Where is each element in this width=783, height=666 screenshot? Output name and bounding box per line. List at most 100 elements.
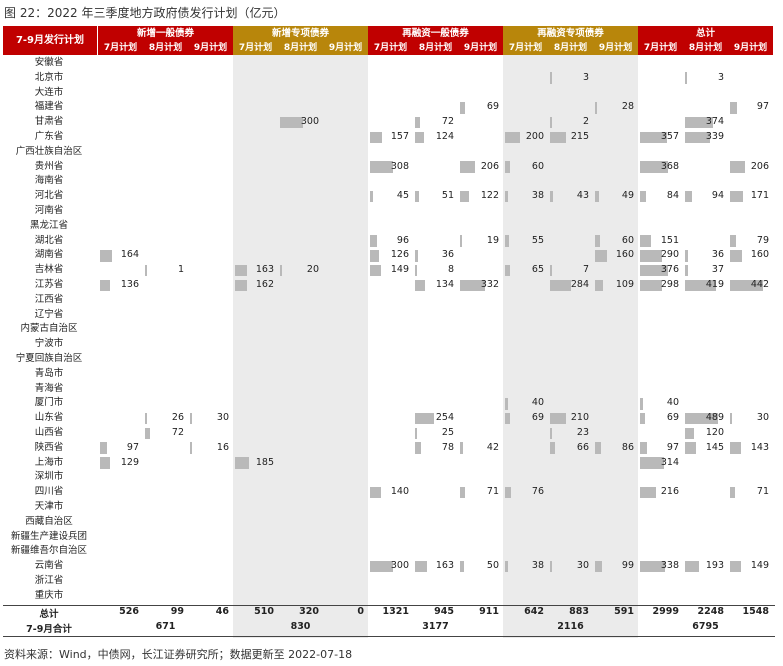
data-value: 3 xyxy=(717,71,724,83)
data-bar xyxy=(730,161,746,173)
data-bar xyxy=(640,264,669,277)
data-bar xyxy=(550,131,567,144)
province-label: 广西壮族自治区 xyxy=(15,145,83,157)
data-bar xyxy=(595,101,598,114)
province-label: 浙江省 xyxy=(34,575,64,586)
data-value: 357 xyxy=(660,131,679,142)
data-bar xyxy=(145,412,147,425)
total-value: 1548 xyxy=(742,605,769,617)
data-value: 26 xyxy=(171,412,184,424)
data-value: 122 xyxy=(480,190,499,202)
province-label: 新疆生产建设兵团 xyxy=(10,530,87,542)
data-value: 3 xyxy=(582,71,589,83)
data-value: 25 xyxy=(441,427,454,438)
data-bar xyxy=(370,249,380,262)
data-value: 65 xyxy=(531,264,544,276)
total-value: 46 xyxy=(215,605,229,617)
data-bar xyxy=(505,412,511,425)
total-value: 642 xyxy=(524,605,544,617)
data-bar xyxy=(550,560,553,573)
data-value: 200 xyxy=(525,131,544,142)
data-value: 51 xyxy=(441,190,454,202)
data-value: 8 xyxy=(447,264,454,276)
data-bar xyxy=(595,560,603,573)
province-label: 吉林省 xyxy=(34,264,64,276)
data-value: 290 xyxy=(660,249,679,261)
data-value: 69 xyxy=(486,101,499,113)
data-value: 66 xyxy=(576,441,589,453)
total-value: 1321 xyxy=(382,605,409,617)
data-value: 216 xyxy=(660,486,679,498)
data-value: 254 xyxy=(435,412,454,424)
data-bar xyxy=(415,412,435,425)
month-header: 8月计划 xyxy=(683,41,728,55)
province-label: 辽宁省 xyxy=(34,308,64,320)
data-bar xyxy=(550,279,572,292)
data-bar xyxy=(415,279,426,292)
data-value: 314 xyxy=(660,456,679,468)
data-bar xyxy=(730,101,738,114)
data-bar xyxy=(505,486,511,499)
data-bar xyxy=(640,161,668,173)
data-value: 40 xyxy=(666,397,679,409)
data-value: 69 xyxy=(666,412,679,424)
data-bar xyxy=(235,279,248,292)
data-bar xyxy=(550,190,554,203)
province-label: 湖北省 xyxy=(34,234,64,246)
data-bar xyxy=(685,249,688,262)
month-header: 7月计划 xyxy=(368,41,413,55)
data-value: 120 xyxy=(705,427,724,438)
group-header: 再融资专项债券 xyxy=(503,26,638,41)
group-band xyxy=(233,55,368,638)
data-value: 36 xyxy=(441,249,454,261)
data-bar xyxy=(460,101,466,114)
data-value: 84 xyxy=(666,190,679,202)
data-value: 42 xyxy=(486,441,499,453)
data-bar xyxy=(640,279,663,292)
data-value: 374 xyxy=(705,116,724,128)
data-value: 338 xyxy=(660,560,679,572)
data-value: 72 xyxy=(171,427,184,438)
quarter-total-value: 3177 xyxy=(422,620,449,632)
total-value: 911 xyxy=(479,605,499,617)
data-value: 36 xyxy=(711,249,724,261)
data-value: 298 xyxy=(660,279,679,290)
province-label: 深圳市 xyxy=(34,471,64,483)
data-value: 72 xyxy=(441,116,454,128)
data-bar xyxy=(595,235,600,247)
month-header: 8月计划 xyxy=(548,41,593,55)
quarter-total-value: 2116 xyxy=(557,620,584,632)
total-value: 2248 xyxy=(697,605,724,617)
province-label: 江西省 xyxy=(34,293,64,305)
data-value: 419 xyxy=(705,279,724,290)
data-bar xyxy=(640,131,667,144)
data-value: 60 xyxy=(531,160,544,172)
data-value: 86 xyxy=(621,441,634,453)
province-label: 青海省 xyxy=(34,382,64,394)
month-header: 9月计划 xyxy=(593,41,638,55)
data-bar xyxy=(640,457,664,469)
province-label: 云南省 xyxy=(34,560,64,572)
data-value: 16 xyxy=(216,441,229,453)
data-value: 129 xyxy=(120,456,139,468)
province-label: 新疆维吾尔自治区 xyxy=(10,545,87,557)
data-bar xyxy=(640,560,666,573)
group-header: 再融资一般债券 xyxy=(368,26,503,41)
province-label: 内蒙古自治区 xyxy=(20,323,78,335)
data-value: 38 xyxy=(531,190,544,202)
data-bar xyxy=(235,457,249,469)
total-value: 0 xyxy=(357,605,364,617)
group-header: 新增专项债券 xyxy=(233,26,368,41)
province-label: 河北省 xyxy=(34,190,64,202)
month-header: 9月计划 xyxy=(728,41,773,55)
data-value: 55 xyxy=(531,234,544,246)
data-value: 1 xyxy=(177,264,184,276)
total-label: 总计 xyxy=(39,608,59,620)
province-label: 青岛市 xyxy=(34,367,64,379)
data-bar xyxy=(640,190,647,203)
province-label: 山东省 xyxy=(34,412,64,424)
data-bar xyxy=(415,442,421,455)
data-bar xyxy=(415,427,417,440)
total-value: 320 xyxy=(299,605,319,617)
province-label: 北京市 xyxy=(34,71,64,83)
